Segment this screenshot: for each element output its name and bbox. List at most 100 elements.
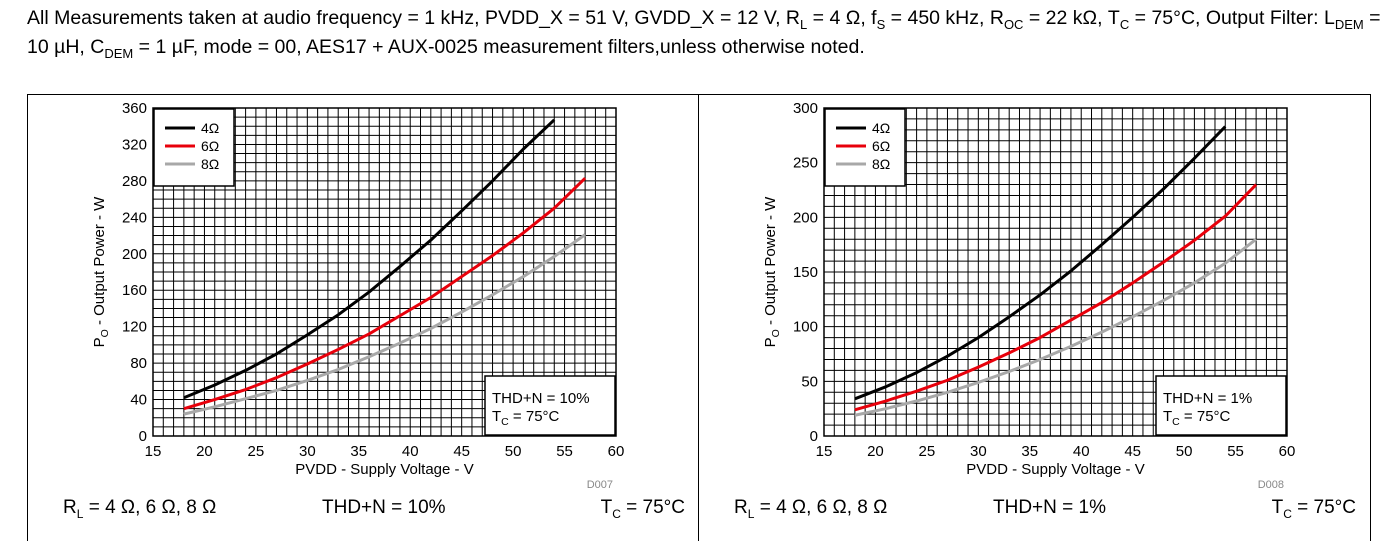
x-tick-label: 25	[248, 443, 265, 460]
chart-id-label: D007	[587, 479, 613, 491]
caption-load: RL = 4 Ω, 6 Ω, 8 Ω	[63, 495, 216, 521]
y-tick-label: 300	[793, 100, 818, 117]
y-tick-label: 200	[793, 209, 818, 226]
x-tick-label: 55	[1227, 443, 1244, 460]
legend-label-6Ω: 6Ω	[201, 138, 219, 154]
x-tick-label: 20	[196, 443, 213, 460]
conditions-subscript: DEM	[1334, 16, 1364, 32]
series-line-4Ω	[183, 118, 556, 400]
caption-subscript: C	[1283, 506, 1292, 521]
annotation-box	[1155, 375, 1287, 436]
y-tick-label: 50	[801, 373, 818, 390]
chart-id-label: D008	[1258, 479, 1284, 491]
caption-case-temp: TC = 75°C	[601, 495, 685, 521]
annotation-case-temp: TC = 75°C	[1163, 408, 1231, 428]
x-tick-label: 60	[608, 443, 625, 460]
x-tick-label: 50	[505, 443, 522, 460]
conditions-text: = 22 kΩ, T	[1023, 7, 1120, 29]
caption-subscript: C	[612, 506, 621, 521]
plot-frame	[823, 107, 1288, 437]
annotation-thd: THD+N = 10%	[492, 390, 590, 407]
series-line-6Ω	[183, 177, 587, 411]
conditions-text: = 1 µF, mode = 00, AES17 + AUX-0025 meas…	[133, 36, 865, 58]
series-line-8Ω	[183, 233, 587, 416]
power-vs-supply-chart-thd-1: 15 20 25 30 35 40 45 50 55 60 0 50 100 150 200 250 300 PV…	[762, 100, 1296, 491]
annotation-thd: THD+N = 1%	[1163, 390, 1252, 407]
y-axis-label: PO - Output Power - W	[91, 196, 111, 348]
y-tick-label: 280	[122, 173, 147, 190]
y-tick-label: 40	[130, 392, 147, 409]
legend: 4Ω 6Ω 8Ω	[153, 108, 235, 187]
caption-subscript: L	[747, 506, 755, 521]
legend-label-4Ω: 4Ω	[872, 120, 890, 136]
caption-thd: THD+N = 1%	[993, 497, 1106, 518]
caption-text: R	[734, 497, 748, 518]
conditions-text: = 4 Ω, f	[807, 7, 877, 29]
y-tick-label: 200	[122, 246, 147, 263]
y-tick-label: 320	[122, 136, 147, 153]
conditions-text: = 450 kHz, R	[885, 7, 1004, 29]
y-axis-label: PO - Output Power - W	[762, 196, 782, 348]
y-tick-label: 0	[810, 428, 818, 445]
y-tick-label: 160	[122, 282, 147, 299]
conditions-text: = 75°C, Output Filter: L	[1129, 7, 1335, 29]
legend-label-6Ω: 6Ω	[872, 138, 890, 154]
caption-text: = 75°C	[620, 497, 685, 518]
y-tick-label: 360	[122, 100, 147, 117]
x-tick-label: 45	[1124, 443, 1141, 460]
legend-label-8Ω: 8Ω	[201, 156, 219, 172]
x-tick-label: 15	[145, 443, 162, 460]
chart-panel-thd-1: 15 20 25 30 35 40 45 50 55 60 0 50 100 150 200 250 300 PV…	[698, 94, 1371, 541]
annotation-box	[484, 375, 616, 436]
caption-thd: THD+N = 10%	[322, 497, 446, 518]
conditions-text: All Measurements taken at audio frequenc…	[27, 7, 801, 29]
x-tick-label: 35	[1021, 443, 1038, 460]
legend-label-8Ω: 8Ω	[872, 156, 890, 172]
x-tick-label: 55	[556, 443, 573, 460]
x-tick-label: 25	[919, 443, 936, 460]
y-tick-label: 240	[122, 209, 147, 226]
legend-label-4Ω: 4Ω	[201, 120, 219, 136]
x-tick-label: 40	[402, 443, 419, 460]
x-tick-label: 50	[1176, 443, 1193, 460]
x-tick-label: 30	[299, 443, 316, 460]
conditions-subscript: C	[1119, 16, 1130, 32]
caption-text: T	[1271, 497, 1284, 518]
y-tick-label: 150	[793, 264, 818, 281]
conditions-subscript: DEM	[104, 45, 134, 61]
x-axis-label: PVDD - Supply Voltage - V	[966, 461, 1144, 478]
conditions-text: = 10 µH, C	[27, 7, 1381, 58]
x-tick-label: 30	[970, 443, 987, 460]
chart-panel-thd-10: 15 20 25 30 35 40 45 50 55 60 0 40 80 120 160 200 240 280…	[27, 94, 699, 541]
caption-case-temp: TC = 75°C	[1272, 495, 1356, 521]
x-axis-label: PVDD - Supply Voltage - V	[295, 461, 473, 478]
y-tick-label: 100	[793, 319, 818, 336]
x-tick-label: 40	[1073, 443, 1090, 460]
x-tick-label: 60	[1279, 443, 1296, 460]
plot-frame	[152, 107, 617, 437]
caption-text: = 75°C	[1291, 497, 1356, 518]
y-tick-label: 0	[139, 428, 147, 445]
caption-text: R	[63, 497, 77, 518]
conditions-subscript: OC	[1003, 16, 1024, 32]
y-tick-label: 80	[130, 355, 147, 372]
y-tick-label: 250	[793, 155, 818, 172]
x-tick-label: 45	[453, 443, 470, 460]
caption-text: = 4 Ω, 6 Ω, 8 Ω	[754, 497, 888, 518]
test-conditions-note: All Measurements taken at audio frequenc…	[27, 4, 1382, 62]
annotation-case-temp: TC = 75°C	[492, 408, 560, 428]
caption-text: T	[600, 497, 613, 518]
conditions-subscript: S	[876, 16, 886, 32]
x-tick-label: 15	[816, 443, 833, 460]
x-tick-label: 20	[867, 443, 884, 460]
series-line-8Ω	[854, 238, 1258, 417]
legend: 4Ω 6Ω 8Ω	[824, 108, 906, 187]
series-line-6Ω	[854, 183, 1258, 412]
power-vs-supply-chart-thd-10: 15 20 25 30 35 40 45 50 55 60 0 40 80 120 160 200 240 280…	[91, 100, 625, 491]
caption-text: = 4 Ω, 6 Ω, 8 Ω	[83, 497, 217, 518]
caption-load: RL = 4 Ω, 6 Ω, 8 Ω	[734, 495, 887, 521]
x-tick-label: 35	[350, 443, 367, 460]
annotation: THD+N = 10%TC = 75°C	[484, 375, 616, 436]
y-tick-label: 120	[122, 319, 147, 336]
series-line-4Ω	[854, 125, 1227, 401]
